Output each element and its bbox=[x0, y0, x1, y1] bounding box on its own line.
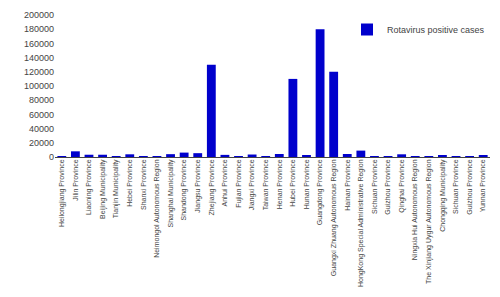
svg-text:Neimongol Autonomous Region: Neimongol Autonomous Region bbox=[153, 159, 161, 258]
svg-text:80000: 80000 bbox=[29, 95, 54, 105]
svg-text:Jilin Province: Jilin Province bbox=[72, 159, 79, 200]
svg-text:20000: 20000 bbox=[29, 138, 54, 148]
svg-text:Shanxi Province: Shanxi Province bbox=[140, 159, 147, 210]
svg-text:Guangxi Zhuang Autonomous Regi: Guangxi Zhuang Autonomous Region bbox=[330, 159, 338, 276]
svg-text:The Xinjiang Uygur Autonomous: The Xinjiang Uygur Autonomous Region bbox=[425, 159, 433, 284]
svg-text:Hebei Province: Hebei Province bbox=[126, 159, 133, 207]
svg-text:Heilongjiang Province: Heilongjiang Province bbox=[58, 159, 66, 227]
svg-text:Shandong Province: Shandong Province bbox=[180, 159, 188, 220]
svg-text:Jiangxi Province: Jiangxi Province bbox=[248, 159, 256, 210]
svg-text:Shanghai Municipality: Shanghai Municipality bbox=[167, 159, 175, 228]
svg-text:Liaoning Province: Liaoning Province bbox=[85, 159, 93, 215]
svg-text:Hainan Province: Hainan Province bbox=[344, 159, 351, 210]
svg-text:Sichuan Province: Sichuan Province bbox=[371, 159, 378, 214]
svg-text:Zhejiang Province: Zhejiang Province bbox=[208, 159, 216, 215]
svg-text:140000: 140000 bbox=[24, 53, 54, 63]
svg-text:200000: 200000 bbox=[24, 10, 54, 20]
svg-text:Chongqing Municipality: Chongqing Municipality bbox=[439, 159, 447, 232]
svg-text:160000: 160000 bbox=[24, 39, 54, 49]
svg-text:Hunan Province: Hunan Province bbox=[303, 159, 310, 209]
svg-text:Tianjin Municipality: Tianjin Municipality bbox=[112, 159, 120, 218]
svg-text:60000: 60000 bbox=[29, 110, 54, 120]
svg-text:Fujian Province: Fujian Province bbox=[235, 159, 243, 207]
svg-text:0: 0 bbox=[49, 152, 54, 162]
svg-text:40000: 40000 bbox=[29, 124, 54, 134]
svg-text:Taiwan Province: Taiwan Province bbox=[262, 159, 269, 210]
svg-text:HongKong Special Administrativ: HongKong Special Administrative Region bbox=[357, 159, 365, 287]
svg-text:Hubei Province: Hubei Province bbox=[289, 159, 296, 207]
svg-text:Ningxia Hui Autonomous Region: Ningxia Hui Autonomous Region bbox=[412, 159, 420, 260]
svg-text:Qinghai Province: Qinghai Province bbox=[398, 159, 406, 212]
svg-text:120000: 120000 bbox=[24, 67, 54, 77]
svg-text:Guizhou Province: Guizhou Province bbox=[466, 159, 473, 214]
svg-text:180000: 180000 bbox=[24, 24, 54, 34]
svg-text:Guizhou Province: Guizhou Province bbox=[384, 159, 391, 214]
svg-text:Jiangsu Province: Jiangsu Province bbox=[194, 159, 202, 212]
svg-text:Rotavirus positive cases: Rotavirus positive cases bbox=[387, 25, 485, 35]
svg-text:Sichuan Province: Sichuan Province bbox=[452, 159, 459, 214]
svg-text:Beijing Municipality: Beijing Municipality bbox=[99, 159, 107, 219]
svg-text:Guangdong Province: Guangdong Province bbox=[316, 159, 324, 225]
svg-text:Anhui Province: Anhui Province bbox=[221, 159, 228, 206]
svg-text:Yunnan Province: Yunnan Province bbox=[479, 159, 486, 212]
svg-text:100000: 100000 bbox=[24, 81, 54, 91]
svg-text:Henan Province: Henan Province bbox=[276, 159, 283, 209]
